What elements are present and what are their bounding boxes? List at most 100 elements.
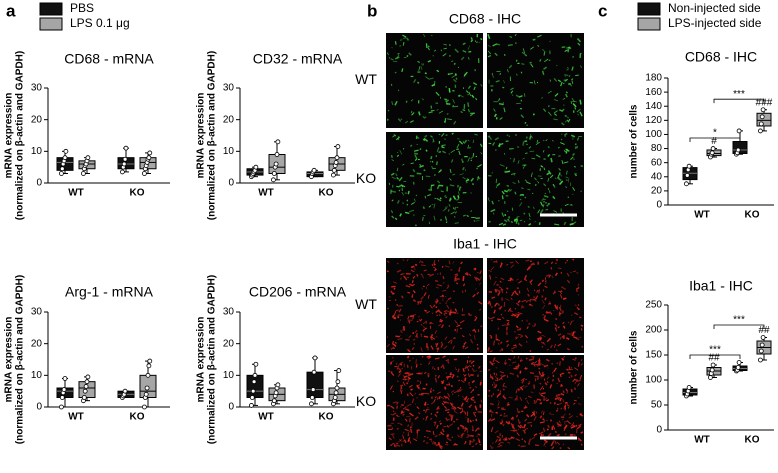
y-tick-label: 0 (656, 200, 662, 211)
cell-process (396, 443, 398, 444)
significance-label: *** (733, 89, 745, 100)
cell-process (520, 199, 521, 200)
cell-process (553, 379, 554, 381)
y-tick-label: 0 (228, 402, 234, 413)
data-point (85, 380, 89, 384)
micrograph (386, 355, 483, 450)
cell-process (545, 283, 546, 284)
cell-process (518, 445, 520, 446)
cell-process (575, 144, 576, 145)
cell-process (447, 434, 448, 436)
data-point (736, 366, 740, 370)
data-point (145, 386, 149, 390)
data-point (309, 402, 313, 406)
cell-process (395, 342, 396, 344)
box (247, 375, 263, 397)
data-point (272, 399, 276, 403)
data-point (736, 148, 740, 152)
cell-process (521, 446, 526, 447)
cell-process (450, 185, 454, 186)
data-point (148, 151, 152, 155)
data-point (685, 173, 689, 177)
data-point (335, 156, 339, 160)
micrograph (386, 33, 483, 128)
cell-process (514, 158, 515, 162)
image-title: Iba1 - IHC (453, 236, 517, 252)
cell-process (400, 320, 401, 321)
cell-process (557, 363, 558, 364)
cell-process (534, 290, 535, 291)
cell-process (394, 288, 395, 290)
cell-process (473, 365, 474, 366)
cell-process (417, 82, 418, 83)
cell-process (581, 325, 583, 326)
data-point (144, 392, 148, 396)
cell-process (411, 366, 412, 369)
cell-process (423, 139, 425, 140)
cell-process (436, 444, 440, 445)
cell-process (388, 110, 389, 111)
cell-process (529, 381, 530, 382)
cell-process (531, 425, 532, 427)
cell-process (513, 431, 514, 432)
cell-process (440, 423, 442, 424)
cell-process (510, 158, 511, 159)
cell-process (556, 263, 557, 264)
data-point (737, 361, 741, 365)
cell-process (391, 191, 396, 192)
cell-process (502, 325, 506, 326)
significance-label: *** (709, 345, 721, 356)
cell-process (578, 305, 579, 306)
cell-process (569, 75, 570, 77)
cell-process (534, 402, 535, 403)
cell-process (471, 399, 475, 400)
legend-swatch (40, 18, 62, 30)
cell-process (413, 358, 414, 359)
y-tick-label: 100 (645, 129, 662, 140)
cell-process (424, 310, 426, 311)
cell-process (429, 46, 430, 47)
cell-process (497, 319, 501, 320)
cell-process (580, 100, 581, 105)
cell-process (556, 395, 557, 396)
data-point (82, 396, 86, 400)
cell-process (420, 320, 421, 321)
cell-process (568, 49, 569, 51)
cell-process (547, 429, 548, 430)
data-point (124, 146, 128, 150)
cell-process (568, 372, 571, 373)
cell-process (419, 112, 420, 116)
x-tick-label: WT (258, 412, 274, 423)
cell-process (475, 387, 477, 388)
cell-process (456, 78, 457, 80)
cell-process (581, 432, 583, 433)
row-label: WT (355, 71, 377, 87)
cell-process (569, 377, 570, 378)
data-point (122, 162, 126, 166)
cell-process (571, 333, 572, 334)
cell-process (407, 383, 408, 384)
cell-process (422, 356, 423, 357)
cell-process (431, 441, 432, 442)
cell-process (506, 292, 507, 293)
cell-process (556, 410, 557, 411)
data-point (250, 396, 254, 400)
cell-process (580, 414, 582, 415)
y-tick-label: 150 (645, 350, 662, 361)
data-point (276, 383, 280, 387)
cell-process (566, 92, 568, 93)
cell-process (440, 220, 441, 221)
cell-process (555, 178, 556, 179)
cell-process (408, 356, 409, 358)
cell-process (387, 271, 389, 272)
cell-process (446, 222, 447, 223)
x-tick-label: KO (319, 412, 334, 423)
cell-process (508, 45, 513, 46)
data-point (274, 162, 278, 166)
cell-process (428, 404, 429, 405)
cell-process (434, 260, 435, 264)
micrograph (487, 33, 584, 128)
cell-process (551, 158, 552, 162)
cell-process (578, 397, 580, 398)
cell-process (548, 425, 549, 428)
